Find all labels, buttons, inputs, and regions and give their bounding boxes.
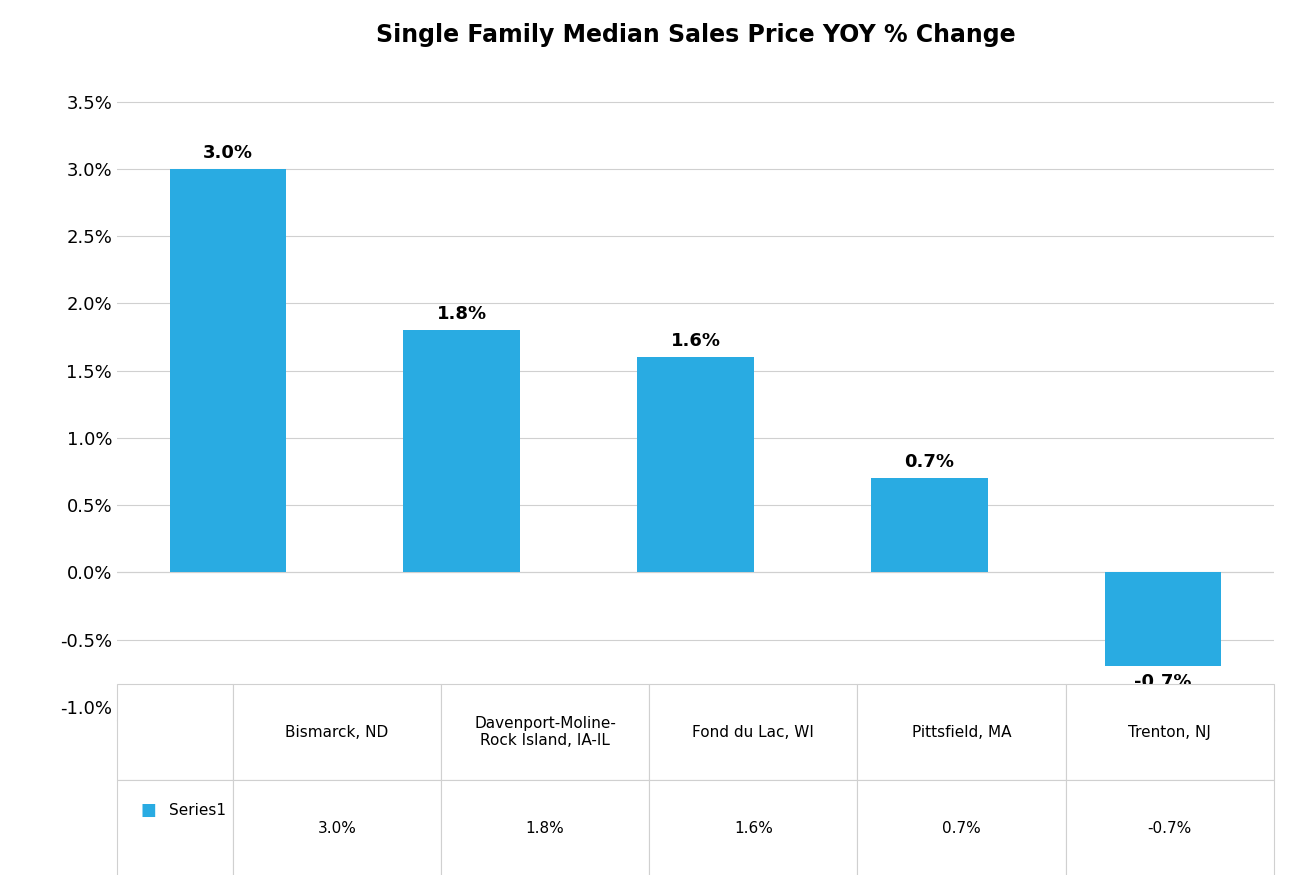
Bar (871, 478, 988, 572)
Text: 3.0%: 3.0% (203, 144, 254, 162)
Text: Series1: Series1 (169, 802, 226, 817)
Bar (637, 357, 754, 572)
Bar (1105, 572, 1222, 667)
Text: 1.8%: 1.8% (437, 305, 486, 324)
Text: -0.7%: -0.7% (1134, 673, 1192, 691)
Text: ■: ■ (140, 801, 156, 819)
Bar (169, 169, 286, 572)
Title: Single Family Median Sales Price YOY % Change: Single Family Median Sales Price YOY % C… (376, 23, 1015, 46)
Text: 0.7%: 0.7% (905, 453, 954, 472)
Bar (403, 330, 520, 572)
Text: 1.6%: 1.6% (671, 332, 720, 350)
